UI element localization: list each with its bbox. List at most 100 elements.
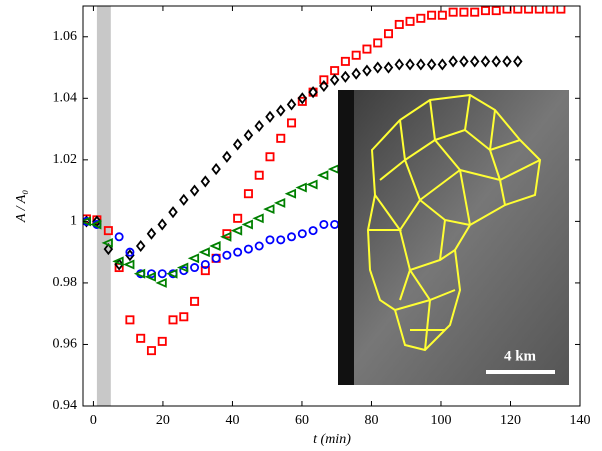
data-point [493,57,500,66]
data-point [547,5,554,12]
data-point [169,316,176,323]
data-point [233,227,241,234]
data-point [493,7,500,14]
data-point [525,5,532,12]
data-point [406,60,413,69]
y-tick-label: 0.94 [53,398,78,413]
data-point [277,106,284,115]
data-point [331,221,338,228]
data-point [417,15,424,22]
data-point [385,63,392,72]
data-point [159,270,166,277]
data-point [213,164,220,173]
data-point [482,57,489,66]
data-point [331,67,338,74]
data-point [331,75,338,84]
data-point [536,5,543,12]
data-point [503,5,510,12]
data-point [288,233,295,240]
data-point [265,205,273,212]
data-point [245,190,252,197]
x-tick-label: 120 [500,413,521,428]
x-tick-label: 40 [225,413,239,428]
data-point [266,112,273,121]
x-axis-label: t (min) [313,432,351,447]
data-point [514,57,521,66]
data-point [159,220,166,229]
y-tick-label: 1.04 [53,91,78,106]
data-point [159,338,166,345]
data-point [180,195,187,204]
data-point [288,100,295,109]
data-point [148,347,155,354]
data-point [396,21,403,28]
y-tick-label: 1 [70,214,77,229]
x-tick-label: 100 [430,413,451,428]
data-point [406,18,413,25]
data-point [288,119,295,126]
data-point [503,57,510,66]
data-point [417,60,424,69]
data-point [308,181,316,188]
data-point [514,5,521,12]
x-tick-label: 80 [364,413,378,428]
data-point [482,7,489,14]
data-point [287,190,295,197]
data-point [180,313,187,320]
data-point [374,39,381,46]
data-point [116,233,123,240]
y-tick-label: 0.96 [53,337,78,352]
data-point [256,242,263,249]
data-point [363,66,370,75]
data-point [277,236,284,243]
x-tick-label: 20 [156,413,170,428]
data-point [450,9,457,16]
y-axis-label: A / A₀ [14,190,29,223]
data-point [234,249,241,256]
data-point [363,45,370,52]
x-tick-label: 0 [90,413,97,428]
data-point [158,279,166,286]
inset-image: 4 km [338,90,569,385]
data-point [137,241,144,250]
data-point [266,236,273,243]
data-point [309,227,316,234]
data-point [169,208,176,217]
data-point [213,255,220,262]
data-point [266,153,273,160]
data-point [125,261,133,268]
data-point [223,252,230,259]
data-point [244,221,252,228]
data-point [557,5,564,12]
data-point [190,255,198,262]
data-point [234,140,241,149]
data-point [299,230,306,237]
data-point [191,186,198,195]
data-point [126,316,133,323]
data-point [460,9,467,16]
data-point [353,52,360,59]
data-point [255,215,263,222]
data-point [428,12,435,19]
scale-label: 4 km [504,348,537,364]
data-point [320,221,327,228]
data-point [342,58,349,65]
shaded-span [97,6,111,406]
data-point [148,229,155,238]
data-point [396,60,403,69]
data-point [471,57,478,66]
data-point [298,184,306,191]
chart: 4 km 0 20 40 60 80 100 120 140 0.94 0.96 0.98 1 1.02… [0,0,602,451]
data-point [460,57,467,66]
x-tick-label: 140 [570,413,591,428]
data-point [234,215,241,222]
y-tick-label: 0.98 [53,275,78,290]
data-point [374,63,381,72]
y-tick-label: 1.02 [53,152,78,167]
data-point [191,264,198,271]
y-tick-label: 1.06 [53,29,78,44]
data-point [330,165,338,172]
x-tick-label: 60 [295,413,309,428]
data-point [342,72,349,81]
inset-edge [338,90,354,385]
